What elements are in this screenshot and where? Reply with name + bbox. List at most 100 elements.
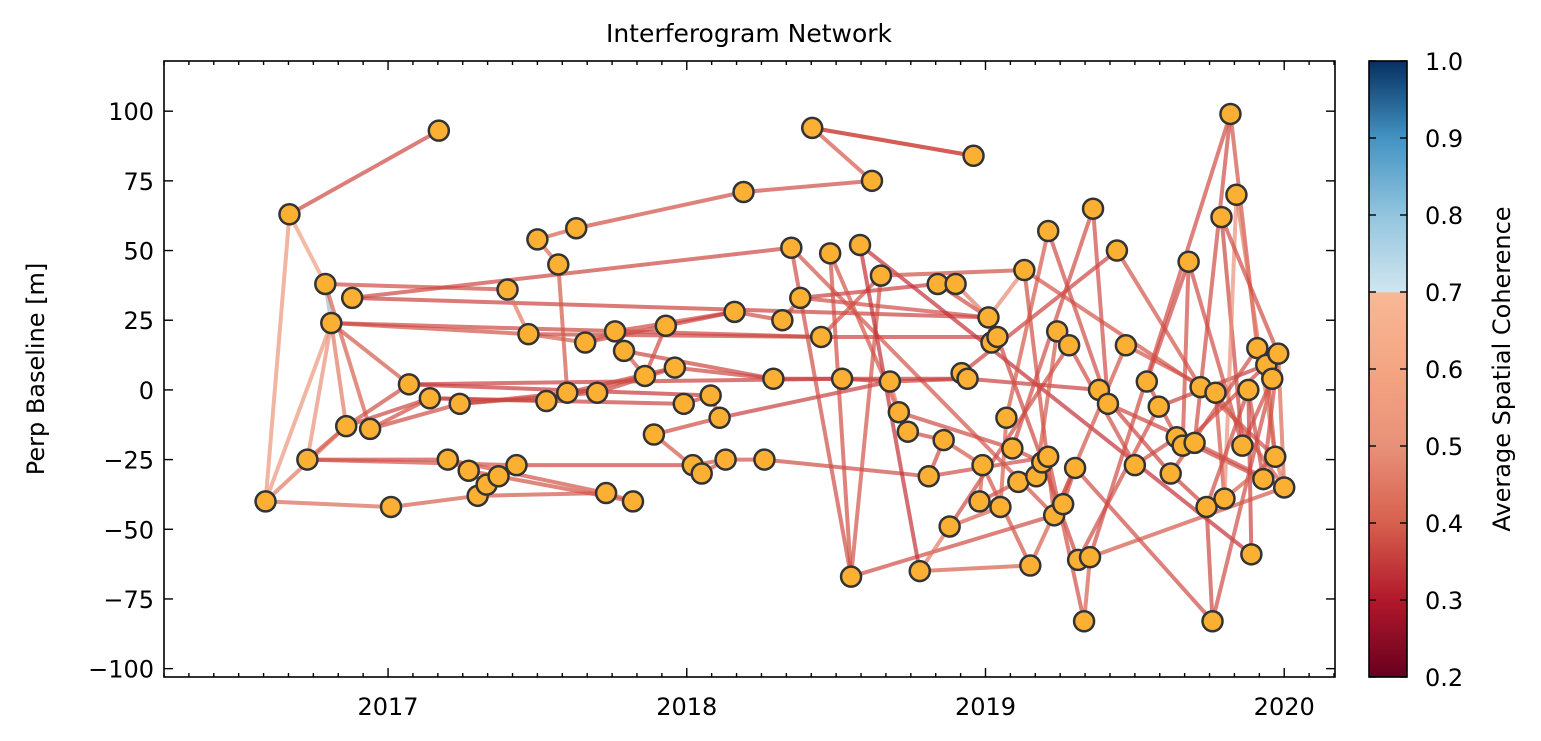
acquisition-point	[633, 364, 657, 388]
network-edge	[1091, 206, 1110, 406]
network-edge	[810, 125, 874, 183]
acquisition-point	[809, 325, 833, 349]
network-edge	[1204, 504, 1215, 624]
acquisition-point	[995, 406, 1018, 430]
network-edge	[1004, 229, 1051, 420]
acquisition-point	[585, 381, 609, 404]
network-edge	[717, 379, 892, 420]
acquisition-point	[1213, 487, 1236, 510]
x-axis: 2017 2018 2019 2020	[163, 61, 1335, 721]
network-edge	[329, 321, 349, 429]
network-edge	[1046, 454, 1087, 624]
acquisition-point	[896, 420, 920, 443]
acquisition-point	[487, 465, 510, 488]
x-tick-label: 2017	[358, 693, 419, 721]
acquisition-point	[714, 448, 737, 471]
network-edge	[526, 332, 824, 339]
acquisition-point	[457, 459, 480, 482]
network-edge	[1204, 387, 1251, 509]
acquisition-point	[1135, 370, 1159, 393]
y-tick-label: −25	[103, 447, 154, 475]
acquisition-point	[1177, 250, 1200, 273]
colorbar-ticks: 0.2 0.3 0.4 0.5 0.6 0.7 0.8 0.9 1.0	[1369, 48, 1463, 692]
acquisition-point	[448, 392, 471, 416]
network-edge	[475, 491, 609, 498]
network-edge	[762, 457, 931, 479]
y-tick-label: −75	[103, 586, 154, 614]
acquisition-point	[860, 169, 884, 193]
acquisition-point	[654, 314, 678, 338]
acquisition-point	[505, 453, 528, 477]
acquisition-point	[663, 356, 687, 379]
network-edge	[350, 245, 794, 300]
acquisition-point	[379, 495, 403, 519]
acquisition-point	[334, 414, 358, 438]
acquisition-point	[1210, 205, 1233, 229]
x-tick-label: 2019	[955, 693, 1016, 721]
network-edge	[672, 365, 776, 381]
acquisition-point	[612, 339, 636, 363]
acquisition-point	[594, 481, 618, 505]
acquisition-point	[1072, 610, 1096, 633]
acquisition-point	[1237, 378, 1260, 402]
network-edge	[323, 281, 373, 431]
acquisition-point	[1261, 367, 1284, 391]
acquisition-point	[254, 490, 277, 513]
network-edge	[368, 401, 462, 431]
acquisition-point	[908, 559, 932, 583]
network-edge	[858, 242, 1254, 557]
acquisition-point	[1240, 543, 1263, 566]
acquisition-point	[1219, 102, 1242, 126]
network-edge	[917, 563, 1033, 574]
network-edge	[344, 396, 432, 429]
colorbar-tick-label: 0.5	[1425, 433, 1463, 461]
acquisition-point	[1105, 239, 1129, 262]
network-edge	[1210, 376, 1275, 624]
acquisition-point	[839, 565, 863, 588]
y-tick-label: 25	[123, 307, 154, 335]
acquisition-point	[938, 515, 961, 538]
acquisition-point	[962, 144, 985, 168]
x-tick-label: 2020	[1254, 693, 1315, 721]
network-edge	[556, 262, 570, 395]
network-edge	[305, 457, 519, 468]
colorbar-tick-label: 0.4	[1425, 510, 1463, 538]
plot-frame	[163, 60, 1336, 678]
colorbar: 0.2 0.3 0.4 0.5 0.6 0.7 0.8 0.9 1.0 Average Spat…	[1368, 48, 1516, 692]
acquisition-point	[917, 465, 940, 488]
y-tick-label: 50	[123, 238, 154, 266]
acquisition-point	[789, 286, 812, 310]
acquisition-point	[1057, 334, 1081, 357]
acquisition-point	[869, 264, 893, 287]
acquisition-point	[1114, 334, 1138, 357]
network-edge	[389, 493, 480, 509]
network-edge	[1052, 343, 1128, 518]
acquisition-point	[771, 308, 794, 332]
acquisition-point	[1036, 445, 1060, 469]
y-axis: −100 −75 −50 −25 0 25 50 75 100	[88, 98, 1335, 684]
acquisition-point	[517, 322, 540, 346]
network-edge	[1180, 259, 1191, 448]
acquisition-point	[1204, 381, 1227, 404]
network-edge	[896, 410, 1015, 451]
acquisition-point	[526, 228, 549, 251]
acquisition-point	[1081, 197, 1105, 220]
network-edge	[263, 499, 394, 509]
acquisition-point	[1019, 554, 1042, 577]
network-edge	[287, 212, 328, 286]
acquisition-point	[708, 406, 731, 430]
acquisition-point	[672, 392, 696, 416]
acquisition-point	[830, 367, 854, 391]
network-edge	[287, 128, 441, 217]
colorbar-tick-label: 0.7	[1425, 279, 1463, 307]
network-edge	[329, 321, 411, 387]
network-edge	[651, 415, 722, 437]
acquisition-point	[397, 373, 421, 396]
acquisition-point	[732, 180, 755, 204]
acquisition-point	[1001, 437, 1024, 460]
network-edge	[1088, 485, 1287, 560]
acquisition-point	[642, 423, 666, 446]
acquisition-point	[800, 116, 824, 140]
colorbar-label: Average Spatial Coherence	[1488, 206, 1516, 531]
